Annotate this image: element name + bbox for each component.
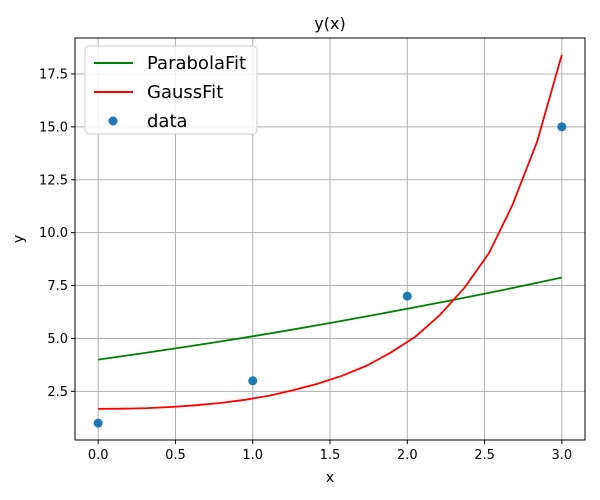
x-axis-title: x [326,470,334,486]
x-tick-label: 3.0 [551,448,572,463]
x-tick-label: 1.5 [320,448,341,463]
legend-box [84,45,258,135]
y-tick-label: 17.5 [39,67,68,82]
y-tick-label: 7.5 [47,279,68,294]
x-tick-label: 1.0 [242,448,263,463]
data-point [402,291,412,301]
y-axis-title: y [11,235,27,243]
x-tick-label: 0.5 [165,448,186,463]
y-tick-label: 2.5 [47,385,68,400]
x-tick-label: 0.0 [88,448,109,463]
legend-swatch [108,116,118,126]
chart-title: y(x) [314,14,345,33]
x-tick-label: 2.5 [474,448,495,463]
y-tick-label: 12.5 [39,173,68,188]
data-point [248,376,258,386]
data-point [557,122,567,132]
legend-label: GaussFit [147,82,223,103]
legend-label: ParabolaFit [147,53,246,74]
legend-label: data [147,111,188,132]
data-point [93,418,103,428]
x-tick-label: 2.0 [397,448,418,463]
plot-area [93,54,567,428]
series-line-parabolafit [98,276,562,361]
series-line-gaussfit [98,54,563,410]
y-tick-label: 10.0 [39,226,68,241]
axis-ticks: 0.0 0.5 1.0 1.5 2.0 2.5 3.0 2.5 5.0 7.5 10.0 12.5 15… [39,67,572,463]
y-tick-label: 15.0 [39,120,68,135]
legend: ParabolaFit GaussFit data [84,45,258,135]
y-tick-label: 5.0 [47,332,68,347]
